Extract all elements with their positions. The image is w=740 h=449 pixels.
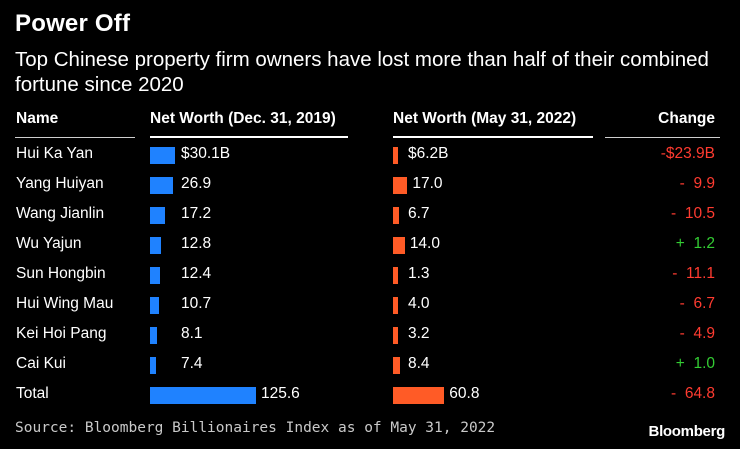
label-net-worth-2019: 7.4 <box>181 355 203 372</box>
bar-net-worth-2019 <box>150 297 160 314</box>
chart-title: Power Off <box>15 10 131 37</box>
label-net-worth-2019: 8.1 <box>181 325 203 342</box>
bar-net-worth-2019 <box>150 357 157 374</box>
row-name: Hui Ka Yan <box>16 145 93 162</box>
label-net-worth-2019: 125.6 <box>261 385 300 402</box>
label-net-worth-2019: 26.9 <box>181 175 212 192</box>
label-change: - 64.8 <box>671 385 715 402</box>
label-net-worth-2022: 14.0 <box>409 235 440 252</box>
row-name: Cai Kui <box>16 355 66 372</box>
table-row: Wu Yajun 12.8 14.0 + 1.2 <box>0 230 740 260</box>
bar-net-worth-2019 <box>150 147 176 164</box>
header-rule-name <box>15 137 135 138</box>
table-row: Cai Kui 7.4 8.4 + 1.0 <box>0 350 740 380</box>
bar-net-worth-2022 <box>393 297 398 314</box>
bar-net-worth-2019 <box>150 207 165 224</box>
row-name: Total <box>16 385 49 402</box>
bar-net-worth-2019 <box>150 327 157 344</box>
bar-net-worth-2022 <box>393 207 399 224</box>
header-rule-2022 <box>393 136 593 138</box>
label-change: - 10.5 <box>671 205 715 222</box>
label-net-worth-2019: 17.2 <box>181 205 212 222</box>
table-row: Hui Wing Mau 10.7 4.0 - 6.7 <box>0 290 740 320</box>
label-change: - 9.9 <box>679 175 715 192</box>
label-net-worth-2019: 10.7 <box>181 295 212 312</box>
table-row: Yang Huiyan 26.9 17.0 - 9.9 <box>0 170 740 200</box>
label-net-worth-2022: 17.0 <box>412 175 443 192</box>
label-net-worth-2019: 12.8 <box>181 235 212 252</box>
bar-net-worth-2019 <box>150 267 161 284</box>
label-net-worth-2022: 4.0 <box>408 295 430 312</box>
row-name: Sun Hongbin <box>16 265 106 282</box>
table-row: Kei Hoi Pang 8.1 3.2 - 4.9 <box>0 320 740 350</box>
bar-net-worth-2022 <box>393 177 408 194</box>
chart-subtitle: Top Chinese property firm owners have lo… <box>15 48 709 96</box>
label-net-worth-2022: 8.4 <box>408 355 430 372</box>
bar-net-worth-2022 <box>393 147 399 164</box>
table-row: Wang Jianlin 17.2 6.7 - 10.5 <box>0 200 740 230</box>
label-net-worth-2022: 3.2 <box>408 325 430 342</box>
label-change: + 1.2 <box>675 235 715 252</box>
header-rule-change <box>605 137 720 138</box>
label-net-worth-2022: $6.2B <box>408 145 449 162</box>
bar-net-worth-2022 <box>393 237 405 254</box>
bar-net-worth-2022 <box>393 387 445 404</box>
label-change: - 11.1 <box>672 265 715 282</box>
source-note: Source: Bloomberg Billionaires Index as … <box>15 420 496 436</box>
label-net-worth-2022: 60.8 <box>449 385 480 402</box>
label-change: -$23.9B <box>660 145 715 162</box>
row-name: Wu Yajun <box>16 235 82 252</box>
row-name: Hui Wing Mau <box>16 295 114 312</box>
header-net-worth-2022: Net Worth (May 31, 2022) <box>393 110 577 127</box>
bar-net-worth-2019 <box>150 387 256 404</box>
bar-net-worth-2022 <box>393 267 398 284</box>
label-net-worth-2019: 12.4 <box>181 265 212 282</box>
bar-net-worth-2019 <box>150 237 161 254</box>
label-change: + 1.0 <box>675 355 715 372</box>
label-net-worth-2022: 6.7 <box>408 205 430 222</box>
bloomberg-logo: Bloomberg <box>648 423 726 440</box>
label-change: - 4.9 <box>679 325 715 342</box>
row-name: Kei Hoi Pang <box>16 325 107 342</box>
total-row: Total 125.6 60.8 - 64.8 <box>0 380 740 410</box>
bar-net-worth-2019 <box>150 177 173 194</box>
row-name: Wang Jianlin <box>16 205 105 222</box>
row-name: Yang Huiyan <box>16 175 104 192</box>
header-net-worth-2019: Net Worth (Dec. 31, 2019) <box>150 110 336 127</box>
label-change: - 6.7 <box>679 295 715 312</box>
header-change: Change <box>658 110 715 127</box>
label-net-worth-2019: $30.1B <box>181 145 231 162</box>
table-row: Sun Hongbin 12.4 1.3 - 11.1 <box>0 260 740 290</box>
label-net-worth-2022: 1.3 <box>408 265 430 282</box>
bar-net-worth-2022 <box>393 357 401 374</box>
bar-net-worth-2022 <box>393 327 398 344</box>
header-rule-2019 <box>150 136 348 138</box>
header-name: Name <box>16 110 59 127</box>
table-row: Hui Ka Yan $30.1B $6.2B -$23.9B <box>0 140 740 170</box>
